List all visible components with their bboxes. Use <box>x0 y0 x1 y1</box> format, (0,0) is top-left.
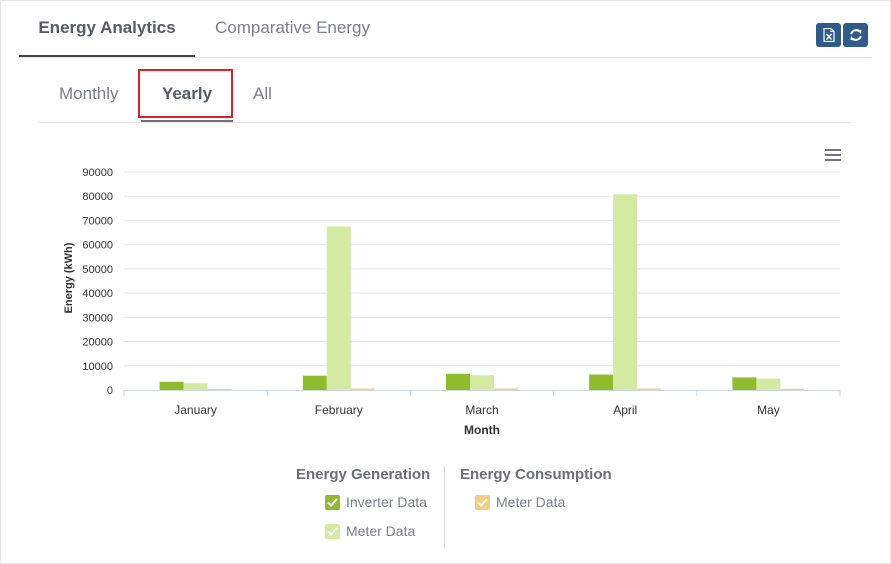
tab-comparative-energy[interactable]: Comparative Energy <box>215 18 370 37</box>
legend-item-inverter-data[interactable]: Inverter Data <box>325 493 427 511</box>
chart-legend: Energy Generation Inverter Data Meter Da… <box>296 466 626 556</box>
refresh-icon <box>849 29 862 41</box>
legend-item-meter-data-generation[interactable]: Meter Data <box>325 522 415 540</box>
period-tab-bar: Monthly Yearly All <box>39 68 851 123</box>
legend-divider <box>444 466 445 548</box>
legend-label: Inverter Data <box>346 494 427 510</box>
tab-monthly[interactable]: Monthly <box>59 84 119 103</box>
checkbox-checked-icon <box>475 494 490 510</box>
legend-consumption-title: Energy Consumption <box>460 466 612 483</box>
tab-yearly[interactable]: Yearly <box>141 68 233 122</box>
tab-energy-analytics[interactable]: Energy Analytics <box>19 0 195 57</box>
excel-export-icon <box>822 28 835 42</box>
chart-menu-icon[interactable] <box>825 149 842 161</box>
checkbox-checked-icon <box>325 523 340 539</box>
refresh-button[interactable] <box>843 23 868 47</box>
tab-all[interactable]: All <box>253 84 272 103</box>
legend-label: Meter Data <box>346 523 416 539</box>
checkbox-checked-icon <box>325 494 340 510</box>
legend-generation-title: Energy Generation <box>296 466 431 483</box>
main-tab-bar: Energy Analytics Comparative Energy <box>19 0 871 58</box>
excel-export-button[interactable] <box>816 23 841 47</box>
legend-item-meter-data-consumption[interactable]: Meter Data <box>475 493 565 511</box>
legend-label: Meter Data <box>496 494 566 510</box>
